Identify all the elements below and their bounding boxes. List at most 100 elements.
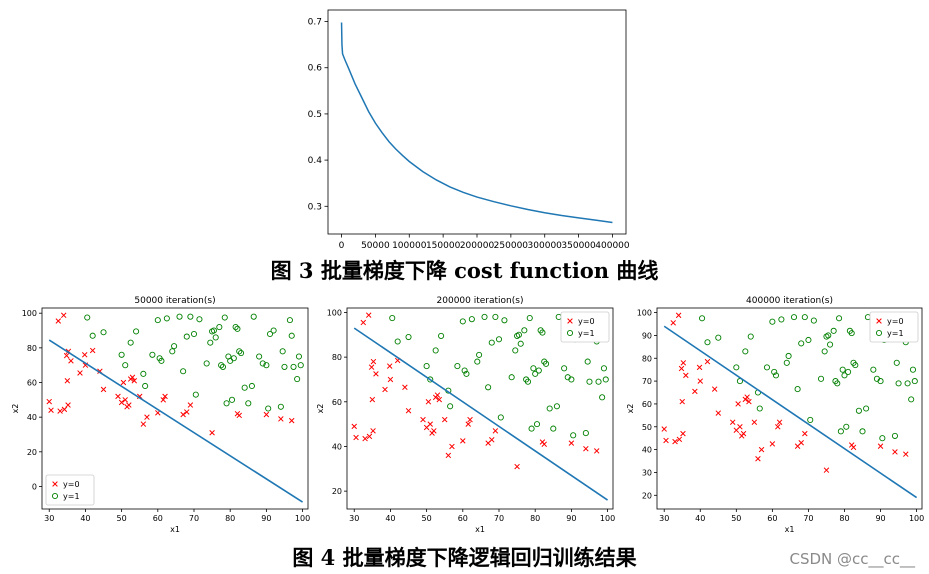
x-tick-label: 70 [494,514,504,523]
y-tick-label: 20 [332,487,342,496]
y1-point-marker [158,357,165,364]
y0-point-marker [583,445,589,452]
y0-point-marker [798,440,804,446]
y0-point-marker [676,436,683,443]
y1-point-marker [394,338,401,345]
figure-3-caption: 图 3 批量梯度下降 cost function 曲线 [270,258,659,283]
chart-title: 200000 iteration(s) [437,296,524,306]
figure-4-caption: 图 4 批量梯度下降逻辑回归训练结果 [292,545,637,570]
y0-point-marker [368,364,375,370]
y1-point-marker [798,340,805,347]
cost-series-line [340,22,613,224]
y0-point-marker [696,364,703,371]
y1-point-marker [794,386,801,393]
y1-point-marker [891,432,899,439]
y1-point-marker [790,314,798,321]
y0-point-marker [675,312,682,319]
x-tick-label: 40 [80,514,90,523]
y0-point-marker [670,320,676,326]
y1-point-marker [586,378,593,385]
y0-point-marker [81,352,88,358]
y0-point-marker [692,388,698,395]
y1-point-marker [216,324,223,331]
y1-point-marker [277,403,284,410]
x-tick-label: 250000 [494,241,529,251]
y1-point-marker [237,350,245,357]
y1-point-marker [904,380,911,387]
y1-point-marker [474,358,481,365]
y0-point-marker [180,411,186,418]
y1-point-marker [501,317,508,324]
y0-point-marker [877,443,884,449]
csdn-watermark: CSDN @cc__cc__ [789,550,915,568]
y1-point-marker [169,348,176,355]
y0-point-marker [420,416,426,423]
x-tick-label: 70 [189,514,199,523]
y0-point-marker [278,416,284,422]
y1-point-marker [772,372,780,379]
y0-point-marker [360,319,367,326]
y1-point-marker [171,343,178,350]
y0-point-marker [369,396,376,403]
decision-boundary-line [48,339,304,503]
y-tick-label: 0.7 [308,18,322,28]
y0-point-marker [680,360,687,366]
y1-point-marker [821,348,828,355]
legend-y0-label: y=0 [578,317,595,326]
y-tick-label: 20 [642,491,652,500]
y0-point-marker [541,441,547,447]
y-axis-label: x2 [11,404,20,414]
y1-point-marker [447,403,454,410]
y1-point-marker [532,370,539,377]
y0-point-marker [744,394,750,400]
y-tick-label: 100 [22,309,37,318]
y0-point-marker [89,347,96,354]
y0-point-marker [672,438,678,445]
legend-y1-marker [51,492,59,500]
y0-point-marker [568,440,575,446]
y1-point-marker [286,317,293,324]
y-axis-label: x2 [316,404,325,414]
y1-point-marker [485,384,492,391]
y0-point-marker [362,435,368,442]
y1-point-marker [561,365,568,372]
y1-point-marker [190,330,198,338]
y1-point-marker [778,316,785,323]
y1-point-marker [468,316,475,323]
x-tick-label: 80 [530,514,540,523]
y-tick-label: 50 [642,423,652,432]
y1-point-marker [699,315,706,322]
y0-point-marker [758,446,765,453]
y0-point-marker [425,399,432,405]
y1-point-marker [805,336,812,344]
y0-point-marker [593,448,600,454]
y1-point-marker [582,430,589,437]
x-tick-label: 60 [767,514,777,523]
scatter-chart-2: 200000 iteration(s) 30 40 50 60 70 80 90 100 20 40… [316,296,615,534]
y1-point-marker [763,364,771,371]
y1-point-marker [176,313,183,320]
x-tick-label: 90 [566,514,576,523]
y0-point-marker [162,393,168,400]
plot-frame [41,307,309,510]
y1-point-marker [492,313,499,320]
y1-point-marker [568,376,575,383]
y1-point-marker [550,425,557,432]
y1-point-marker [845,368,852,376]
y1-point-marker [84,314,91,321]
x-tick-label: 400000 [595,241,630,251]
y1-point-marker [704,339,711,346]
x-tick-label: 50 [117,514,127,523]
y0-point-marker [60,312,67,319]
y1-point-marker [432,347,439,354]
y0-point-marker [746,398,752,405]
y0-point-marker [370,358,377,365]
y1-point-marker [848,330,855,337]
y1-point-marker [524,378,532,385]
x-tick-label: 70 [803,514,813,523]
y0-point-marker [160,397,166,403]
y1-point-marker [542,360,550,367]
y0-point-marker [122,397,128,403]
y0-point-marker [514,463,520,470]
y-tick-label: 80 [27,344,37,353]
